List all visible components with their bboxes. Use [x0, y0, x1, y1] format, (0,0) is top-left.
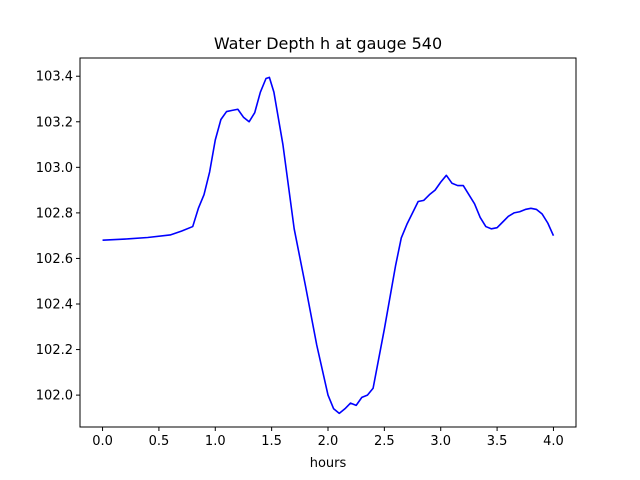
- chart-title: Water Depth h at gauge 540: [214, 34, 442, 53]
- y-tick-label: 102.6: [36, 252, 73, 267]
- y-tick-label: 103.0: [36, 161, 73, 176]
- x-tick-label: 3.5: [487, 434, 508, 449]
- x-tick-label: 2.5: [374, 434, 395, 449]
- y-tick-label: 103.2: [36, 115, 73, 130]
- y-tick-label: 102.2: [36, 343, 73, 358]
- x-tick-label: 3.0: [430, 434, 451, 449]
- x-tick-label: 2.0: [318, 434, 339, 449]
- x-tick-label: 1.0: [205, 434, 226, 449]
- x-tick-label: 1.5: [261, 434, 282, 449]
- axes-frame: [79, 57, 577, 428]
- x-axis-label: hours: [310, 456, 347, 471]
- x-tick-label: 4.0: [543, 434, 564, 449]
- y-tick-label: 102.0: [36, 389, 73, 404]
- x-axis: 0.0 0.5 1.0 1.5 2.0 2.5 3.0 3.5 4.0: [92, 427, 564, 449]
- x-tick-label: 0.0: [92, 434, 113, 449]
- y-tick-label: 102.8: [36, 206, 73, 221]
- y-axis: 102.0 102.2 102.4 102.6 102.8 103.0 103.2 103.4: [36, 70, 80, 404]
- y-tick-label: 102.4: [36, 298, 73, 313]
- y-tick-label: 103.4: [36, 70, 73, 85]
- series-line-0: [102, 76, 555, 415]
- x-tick-label: 0.5: [149, 434, 170, 449]
- plot-area: [79, 57, 577, 428]
